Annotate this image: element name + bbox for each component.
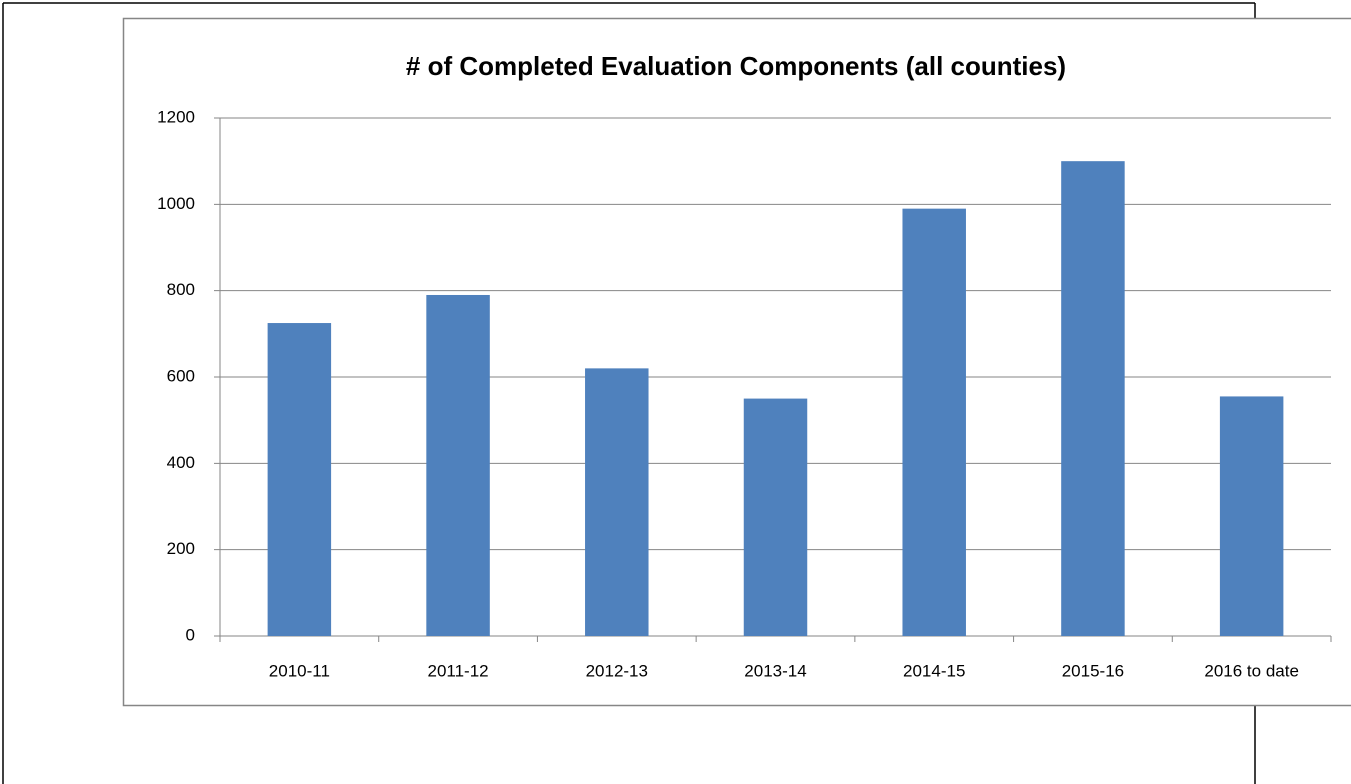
bar xyxy=(1061,161,1125,636)
x-tick-label: 2014-15 xyxy=(903,661,965,680)
y-tick-label: 400 xyxy=(167,453,195,472)
x-tick-label: 2012-13 xyxy=(586,661,648,680)
x-tick-label: 2015-16 xyxy=(1062,661,1124,680)
chart-title: # of Completed Evaluation Components (al… xyxy=(406,51,1066,81)
bar xyxy=(267,323,332,636)
y-tick-label: 0 xyxy=(186,625,195,644)
y-tick-label: 200 xyxy=(167,539,195,558)
x-tick-label: 2010-11 xyxy=(269,661,330,680)
bar xyxy=(1219,396,1284,636)
x-tick-label: 2016 to date xyxy=(1204,661,1299,680)
y-tick-label: 800 xyxy=(167,280,195,299)
bar xyxy=(902,208,966,636)
bar xyxy=(585,368,649,636)
x-tick-label: 2013-14 xyxy=(744,661,806,680)
x-tick-label: 2011-12 xyxy=(428,661,489,680)
y-tick-label: 600 xyxy=(167,366,195,385)
bar xyxy=(426,294,490,636)
y-tick-label: 1200 xyxy=(157,107,195,126)
bar xyxy=(743,398,808,636)
y-tick-label: 1000 xyxy=(157,194,195,213)
